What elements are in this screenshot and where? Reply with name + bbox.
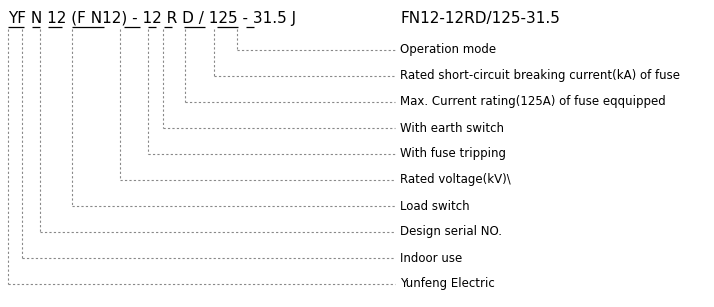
Text: With fuse tripping: With fuse tripping: [400, 147, 506, 161]
Text: Design serial NO.: Design serial NO.: [400, 226, 502, 239]
Text: Load switch: Load switch: [400, 200, 470, 212]
Text: YF N 12 (F N12) - 12 R D / 125 - 31.5 J: YF N 12 (F N12) - 12 R D / 125 - 31.5 J: [8, 10, 296, 25]
Text: Yunfeng Electric: Yunfeng Electric: [400, 278, 495, 290]
Text: Indoor use: Indoor use: [400, 251, 462, 265]
Text: Operation mode: Operation mode: [400, 44, 496, 56]
Text: Rated voltage(kV)\: Rated voltage(kV)\: [400, 173, 511, 186]
Text: Max. Current rating(125A) of fuse eqquipped: Max. Current rating(125A) of fuse eqquip…: [400, 95, 665, 108]
Text: With earth switch: With earth switch: [400, 122, 504, 134]
Text: Rated short-circuit breaking current(kA) of fuse: Rated short-circuit breaking current(kA)…: [400, 69, 680, 83]
Text: FN12-12RD/125-31.5: FN12-12RD/125-31.5: [400, 10, 560, 25]
